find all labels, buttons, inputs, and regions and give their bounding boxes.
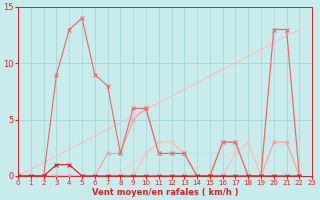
X-axis label: Vent moyen/en rafales ( km/h ): Vent moyen/en rafales ( km/h ) bbox=[92, 188, 238, 197]
